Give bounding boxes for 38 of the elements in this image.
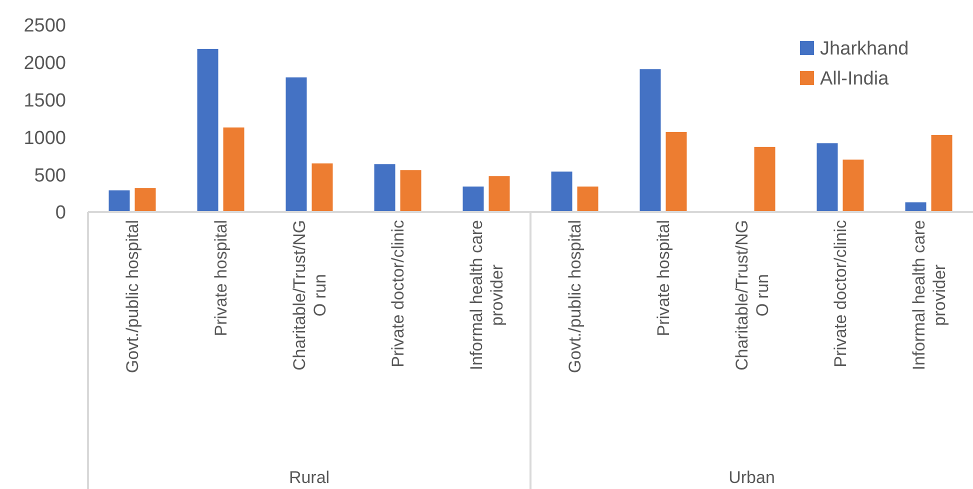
bar — [312, 163, 333, 212]
y-tick-label: 1500 — [24, 90, 66, 112]
bar — [134, 188, 156, 212]
y-tick-label: 0 — [55, 202, 66, 224]
x-tick-label: Govt./public hospital — [566, 220, 585, 374]
y-tick-label: 1000 — [24, 128, 66, 149]
x-tick-label: Charitable/Trust/NGO run — [732, 220, 772, 371]
bar — [816, 143, 838, 212]
bar — [931, 134, 952, 212]
y-tick-label: 2000 — [24, 53, 66, 74]
legend-label: Jharkhand — [820, 38, 909, 60]
x-tick-label: Private hospital — [212, 220, 231, 336]
bar — [754, 146, 776, 212]
bar — [223, 127, 244, 212]
bar — [551, 172, 572, 212]
bar — [108, 190, 130, 212]
bar — [842, 160, 864, 212]
x-tick-label: Govt./public hospital — [123, 220, 142, 374]
x-tick-label: Private hospital — [654, 220, 674, 336]
text: Rural — [288, 468, 330, 487]
bar — [197, 48, 218, 212]
bar — [577, 186, 598, 212]
text: Urban — [728, 468, 775, 487]
bar — [374, 164, 396, 212]
bar — [286, 77, 307, 212]
bar — [400, 170, 422, 212]
legend-label: All-India — [820, 68, 890, 90]
y-tick-label: 2500 — [24, 16, 66, 37]
x-tick-label: Private doctor/clinic — [831, 220, 850, 368]
bar — [640, 69, 661, 212]
bar — [666, 132, 687, 212]
x-tick-label: Private doctor/clinic — [388, 220, 408, 368]
x-tick-label: Informal health care provider — [467, 220, 506, 370]
y-tick-label: 500 — [34, 165, 66, 186]
x-tick-label: Charitable/Trust/NGO run — [290, 220, 330, 371]
bar — [462, 186, 484, 212]
x-tick-label: Informal health care provider — [910, 220, 949, 370]
bar — [488, 176, 510, 212]
